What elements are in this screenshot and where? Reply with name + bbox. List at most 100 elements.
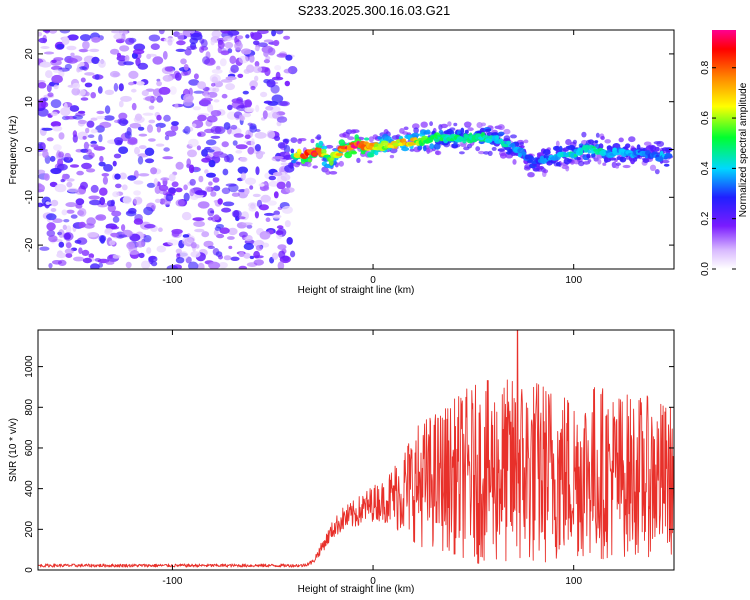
noise-blob — [49, 181, 58, 188]
noise-blob — [175, 257, 185, 264]
noise-blob — [263, 100, 273, 104]
noise-blob — [222, 35, 232, 42]
noise-blob — [247, 122, 253, 126]
noise-blob — [42, 97, 49, 102]
noise-blob — [177, 32, 184, 42]
noise-blob — [244, 99, 252, 108]
noise-blob — [230, 256, 240, 261]
noise-blob — [80, 77, 86, 83]
noise-blob — [46, 213, 57, 221]
signal-blob — [401, 146, 410, 152]
noise-blob — [116, 52, 122, 58]
noise-blob — [267, 47, 276, 56]
snr-panel: -100 0 100 0 200 400 600 800 1000 Height of str… — [8, 329, 675, 595]
signal-blob — [528, 155, 535, 162]
signal-blob — [538, 166, 544, 170]
noise-blob — [50, 208, 57, 212]
noise-blob — [216, 233, 225, 239]
noise-blob — [133, 180, 144, 185]
noise-blob — [174, 103, 179, 109]
noise-blob — [90, 117, 98, 121]
noise-blob — [131, 88, 137, 93]
noise-blob — [106, 200, 115, 207]
noise-blob — [50, 167, 62, 175]
noise-blob — [69, 105, 80, 112]
y-tick-label: 600 — [24, 439, 35, 456]
noise-blob — [246, 224, 253, 229]
noise-blob — [207, 207, 215, 217]
noise-blob — [181, 211, 192, 221]
noise-blob — [133, 190, 142, 196]
noise-blob — [244, 134, 251, 140]
noise-blob — [277, 244, 287, 251]
signal-blob — [335, 152, 344, 157]
signal-blob — [463, 121, 472, 127]
noise-blob — [197, 114, 207, 122]
noise-blob — [287, 162, 294, 169]
noise-blob — [189, 178, 196, 186]
noise-blob — [105, 260, 115, 265]
signal-blob — [491, 146, 497, 151]
noise-blob — [133, 43, 146, 51]
noise-blob — [134, 146, 140, 155]
noise-blob — [203, 240, 214, 248]
noise-blob — [128, 250, 140, 255]
signal-blob — [460, 127, 465, 134]
noise-blob — [201, 97, 213, 102]
signal-blob — [329, 171, 338, 175]
noise-blob — [69, 164, 80, 168]
signal-blob — [321, 145, 328, 150]
noise-blob — [91, 56, 100, 64]
noise-blob — [265, 106, 274, 111]
noise-blob — [188, 164, 195, 174]
noise-blob — [175, 48, 186, 53]
noise-blob — [87, 134, 95, 138]
noise-blob — [233, 133, 244, 138]
noise-blob — [191, 123, 197, 128]
noise-blob — [285, 181, 291, 189]
noise-blob — [237, 166, 248, 174]
noise-blob — [192, 106, 201, 111]
noise-blob — [164, 135, 170, 141]
noise-blob — [104, 228, 113, 234]
noise-blob — [111, 210, 122, 217]
noise-blob — [254, 61, 260, 67]
noise-blob — [238, 265, 247, 269]
signal-blob — [542, 149, 551, 156]
noise-blob — [86, 168, 96, 173]
noise-blob — [153, 178, 159, 187]
signal-blob — [413, 127, 419, 134]
signal-blob — [615, 162, 621, 166]
noise-blob — [276, 225, 284, 229]
signal-blob — [593, 157, 599, 162]
noise-blob — [221, 141, 229, 148]
noise-blob — [252, 193, 261, 198]
signal-blob — [298, 138, 307, 142]
noise-blob — [65, 253, 73, 258]
noise-blob — [241, 48, 252, 55]
signal-blob — [467, 127, 474, 132]
signal-blob — [649, 164, 657, 171]
noise-blob — [222, 201, 235, 207]
noise-blob — [158, 30, 165, 35]
noise-blob — [206, 172, 216, 178]
signal-blob — [499, 152, 507, 159]
noise-blob — [244, 177, 257, 185]
noise-blob — [90, 263, 100, 269]
noise-blob — [144, 158, 155, 164]
noise-blob — [90, 140, 97, 145]
noise-blob — [104, 105, 111, 114]
noise-blob — [193, 220, 206, 227]
noise-blob — [227, 104, 233, 111]
noise-blob — [277, 142, 286, 149]
noise-blob — [128, 207, 137, 214]
noise-blob — [213, 185, 221, 192]
signal-blob — [417, 144, 423, 151]
noise-blob — [274, 135, 281, 141]
noise-blob — [101, 173, 110, 177]
noise-blob — [210, 125, 222, 135]
noise-blob — [53, 144, 62, 151]
noise-blob — [205, 139, 217, 146]
noise-blob — [83, 223, 95, 229]
snr-x-ticks: -100 0 100 — [162, 330, 582, 587]
